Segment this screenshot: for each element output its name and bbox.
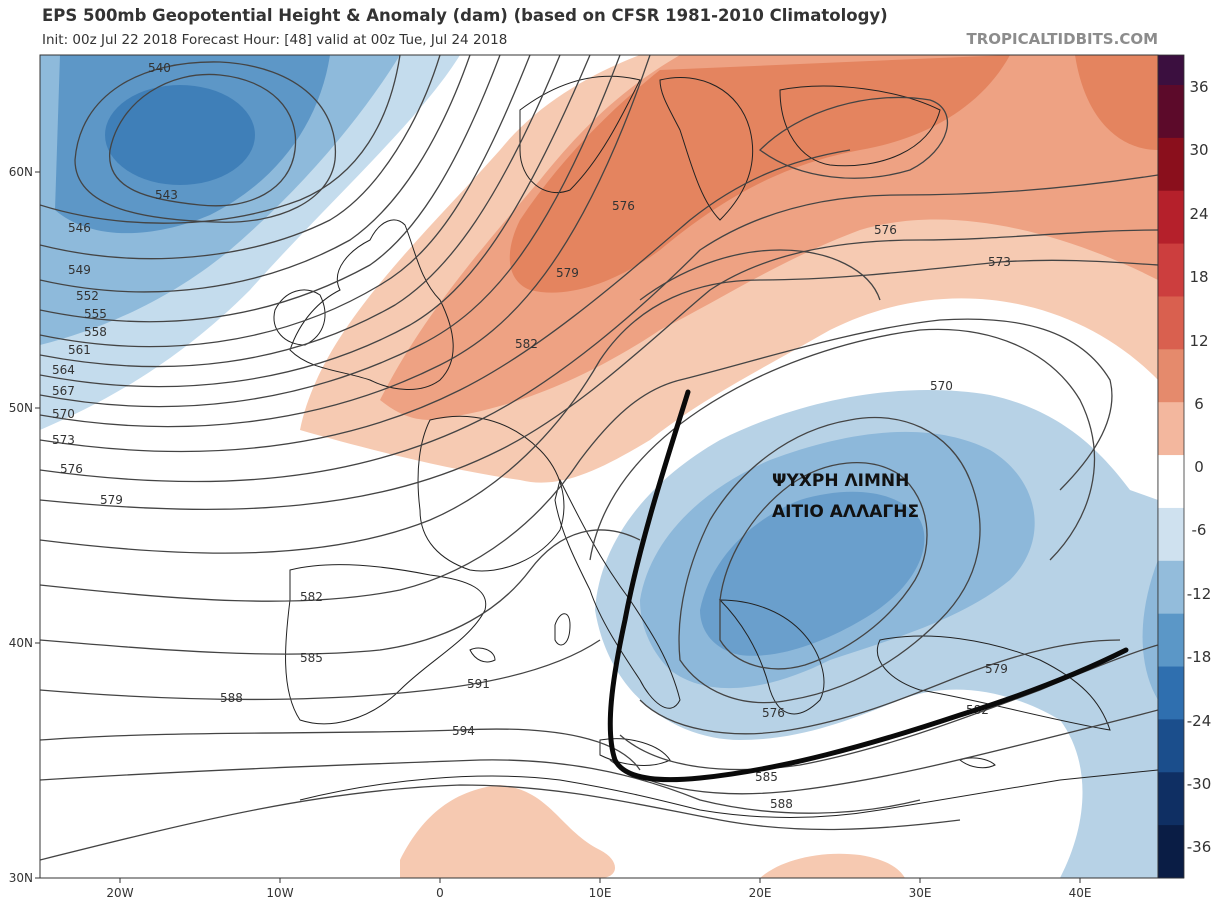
height-contours	[40, 55, 1158, 861]
colorbar-label: -24	[1187, 712, 1212, 730]
contour-label: 549	[68, 263, 91, 277]
map-title: EPS 500mb Geopotential Height & Anomaly …	[42, 6, 888, 25]
colorbar-label: -30	[1187, 775, 1212, 793]
colorbar-label: 24	[1189, 205, 1208, 223]
longitude-axis: 20W 10W 0 10E 20E 30E 40E	[106, 878, 1091, 900]
lon-tick-label: 0	[436, 886, 444, 900]
colorbar-swatch	[1158, 137, 1184, 192]
colorbar-label: 0	[1194, 458, 1204, 476]
colorbar-swatch	[1158, 85, 1184, 139]
lon-tick-label: 10W	[266, 886, 293, 900]
colorbar-swatch	[1158, 560, 1184, 615]
colorbar-label: -36	[1187, 838, 1212, 856]
contour-label: 552	[76, 289, 99, 303]
contour-label: 585	[300, 651, 323, 665]
lon-tick-label: 20E	[749, 886, 772, 900]
cold-pool-outline	[607, 389, 1129, 783]
colorbar-swatch	[1158, 825, 1184, 879]
colorbar-frame	[1157, 54, 1185, 879]
colorbar-swatch	[1158, 243, 1184, 297]
contour-label: 582	[300, 590, 323, 604]
colorbar-swatch	[1158, 402, 1184, 456]
contour-label: 558	[84, 325, 107, 339]
colorbar-label: -6	[1192, 521, 1207, 539]
contour-label: 579	[100, 493, 123, 507]
contour-label: 570	[930, 379, 953, 393]
colorbar-label: 30	[1189, 141, 1208, 159]
colorbar-label: 12	[1189, 332, 1208, 350]
contour-label: 573	[52, 433, 75, 447]
colorbar-swatch	[1158, 613, 1184, 668]
contour-label: 555	[84, 307, 107, 321]
lat-tick-label: 60N	[9, 165, 33, 179]
contour-label: 570	[52, 407, 75, 421]
cold-anomaly-east-edge	[1142, 560, 1158, 700]
colorbar-swatch	[1158, 296, 1184, 350]
coastlines	[273, 75, 1158, 818]
contour-label: 576	[874, 223, 897, 237]
contour-label: 546	[68, 221, 91, 235]
contour-label: 564	[52, 363, 75, 377]
contour-label: 582	[515, 337, 538, 351]
contour-label: 585	[755, 770, 778, 784]
warm-anomaly-levant	[760, 853, 905, 878]
cold-anomaly-balkans-core	[700, 491, 925, 656]
colorbar-swatch	[1158, 190, 1184, 245]
contour-label: 576	[762, 706, 785, 720]
contour-labels: 540 543 546 549 552 555 558 561 564 567 …	[52, 61, 1011, 811]
contour-label: 588	[220, 691, 243, 705]
annotation-line-2: ΑΙΤΙΟ ΑΛΛΑΓΗΣ	[772, 502, 919, 522]
colorbar-swatch	[1158, 772, 1184, 826]
colorbar-swatch	[1158, 507, 1184, 562]
colorbar-label: 18	[1189, 268, 1208, 286]
contour-label: 561	[68, 343, 91, 357]
cold-anomaly-atlantic-center	[105, 85, 255, 185]
warm-anomaly-africa	[400, 785, 615, 878]
colorbar-swatch	[1158, 719, 1184, 773]
lat-tick-label: 50N	[9, 401, 33, 415]
anomaly-colorbar: 36 30 24 18 12 6 0 -6 -12 -18 -24 -30 -3…	[1157, 54, 1212, 879]
warm-anomaly-europe-strong	[509, 55, 1010, 293]
lon-tick-label: 20W	[106, 886, 133, 900]
contour-label: 579	[556, 266, 579, 280]
contour-label: 576	[612, 199, 635, 213]
source-credit: TROPICALTIDBITS.COM	[966, 30, 1159, 48]
colorbar-label: -18	[1187, 648, 1212, 666]
contour-label: 579	[985, 662, 1008, 676]
lat-tick-label: 30N	[9, 871, 33, 885]
lon-tick-label: 10E	[589, 886, 612, 900]
colorbar-swatch	[1158, 55, 1184, 86]
contour-label: 567	[52, 384, 75, 398]
colorbar-label: -12	[1187, 585, 1212, 603]
contour-label: 576	[60, 462, 83, 476]
contour-label: 573	[988, 255, 1011, 269]
annotation-line-1: ΨΥΧΡΗ ΛΙΜΝΗ	[772, 471, 909, 491]
colorbar-label: 6	[1194, 395, 1204, 413]
colorbar-swatch	[1158, 349, 1184, 403]
contour-label: 540	[148, 61, 171, 75]
colorbar-swatch	[1158, 455, 1184, 509]
lat-tick-label: 40N	[9, 636, 33, 650]
contour-label: 588	[770, 797, 793, 811]
warm-anomaly-europe-mid	[380, 55, 1158, 420]
colorbar-swatch	[1158, 666, 1184, 720]
contour-label: 594	[452, 724, 475, 738]
latitude-axis: 60N 50N 40N 30N	[9, 165, 40, 885]
contour-label: 543	[155, 188, 178, 202]
colorbar-label: 36	[1189, 78, 1208, 96]
warm-anomaly-east	[1075, 55, 1158, 150]
map-subtitle: Init: 00z Jul 22 2018 Forecast Hour: [48…	[42, 32, 508, 48]
lon-tick-label: 40E	[1069, 886, 1092, 900]
contour-label: 591	[467, 677, 490, 691]
lon-tick-label: 30E	[909, 886, 932, 900]
